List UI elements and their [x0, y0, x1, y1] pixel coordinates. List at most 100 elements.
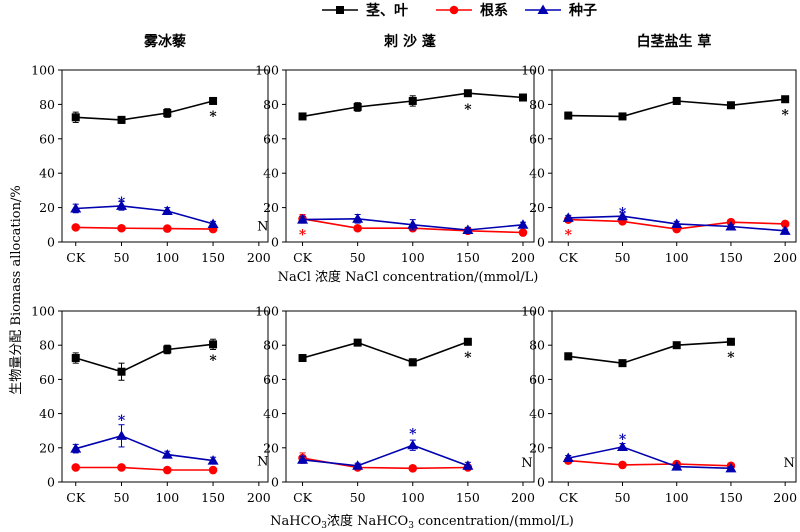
y-tick-label: 60: [39, 372, 55, 387]
series-line: [568, 341, 731, 365]
x-tick-label: 200: [773, 490, 797, 505]
data-point: [564, 352, 573, 361]
legend-entry-1: 茎、叶: [322, 2, 408, 19]
x-tick-label: 50: [114, 490, 130, 505]
x-tick-label: CK: [559, 250, 579, 265]
no-data-marker: N: [257, 220, 268, 235]
x-tick-label: 200: [247, 490, 271, 505]
significance-marker: *: [727, 350, 735, 366]
significance-marker: *: [619, 205, 627, 221]
xlabel-part-3: concentration/(mmol/L): [414, 514, 574, 529]
y-tick-label: 60: [263, 372, 279, 387]
data-point: [208, 465, 218, 475]
data-point: [618, 460, 627, 470]
data-point: [407, 439, 419, 450]
data-point: [353, 223, 362, 233]
series-line: [75, 466, 214, 471]
data-point: [298, 354, 307, 363]
y-tick-label: 100: [255, 63, 279, 78]
data-point: [408, 96, 417, 105]
panel-frame: [61, 69, 269, 243]
legend-label-2: 根系: [480, 2, 508, 19]
y-axis-label: 生物量分配 Biomass allocation/%: [9, 185, 24, 394]
x-tick-label: 200: [247, 250, 271, 265]
data-point: [618, 359, 627, 368]
data-point: [671, 461, 683, 471]
x-tick-label: CK: [559, 490, 579, 505]
x-tick-label: 50: [350, 250, 366, 265]
data-point: [117, 115, 126, 124]
x-tick-label: CK: [66, 250, 86, 265]
x-tick-label: 100: [155, 250, 179, 265]
y-tick-label: 20: [39, 440, 55, 455]
y-tick-label: 100: [255, 304, 279, 319]
legend-label-3: 种子: [568, 2, 597, 19]
data-point: [71, 354, 80, 363]
data-point: [161, 449, 173, 459]
y-tick-label: 40: [529, 166, 545, 181]
data-point: [71, 113, 80, 122]
x-tick-label: CK: [66, 490, 86, 505]
data-point: [163, 109, 172, 117]
y-tick-label: 40: [39, 406, 55, 421]
y-tick-label: 0: [271, 235, 279, 250]
significance-marker: *: [118, 195, 126, 211]
data-point: [672, 341, 681, 350]
data-point: [408, 358, 417, 367]
x-tick-label: 150: [719, 250, 743, 265]
x-tick-label: 200: [511, 490, 535, 505]
x-tick-label: 150: [201, 490, 225, 505]
data-point: [671, 218, 683, 228]
y-tick-label: 0: [47, 235, 55, 250]
data-point: [209, 96, 218, 105]
panel-title: 白茎盐生 草: [637, 33, 712, 50]
data-point: [407, 219, 419, 229]
y-tick-label: 80: [263, 338, 279, 353]
significance-marker: *: [464, 350, 472, 366]
legend-label-1: 茎、叶: [366, 2, 408, 19]
data-point: [70, 443, 82, 453]
series-2: [71, 463, 218, 475]
panel-4: 0 20 40 60 80 100 CK 50 100 150 200 * * N: [31, 304, 271, 506]
y-tick-label: 100: [521, 63, 545, 78]
panel-6: 0 20 40 60 80 100 CK 50 100 150 200 * * N: [521, 304, 797, 506]
y-tick-label: 60: [529, 131, 545, 146]
no-data-marker: N: [783, 456, 794, 471]
legend-marker-3: [537, 4, 549, 14]
panel-frame: [551, 310, 797, 483]
xlabel-part-2: 浓度 NaHCO: [327, 513, 408, 529]
series-3: [562, 441, 737, 473]
data-point: [353, 338, 362, 347]
x-tick-label: 100: [155, 490, 179, 505]
data-point: [352, 213, 364, 223]
no-data-marker: N: [521, 456, 532, 471]
data-point: [780, 219, 790, 229]
data-point: [71, 463, 81, 472]
y-tick-label: 100: [31, 63, 55, 78]
y-tick-label: 0: [537, 475, 545, 490]
data-point: [297, 214, 309, 224]
y-tick-label: 20: [39, 200, 55, 215]
data-point: [297, 454, 309, 464]
significance-marker: *: [464, 102, 472, 118]
series-line: [75, 434, 214, 462]
series-line: [302, 444, 469, 467]
panel-frame: [61, 310, 269, 483]
y-tick-label: 20: [529, 200, 545, 215]
xlabel-subscript-2: 3: [408, 521, 414, 531]
y-tick-label: 20: [263, 200, 279, 215]
significance-marker: *: [118, 413, 126, 429]
data-point: [725, 462, 737, 473]
series-3: [70, 200, 219, 228]
data-point: [672, 96, 681, 105]
y-tick-label: 80: [39, 97, 55, 112]
panel-3: 白茎盐生 草 0 20 40 60 80 100 CK 50 100 150 200 * * *: [521, 33, 797, 265]
x-tick-label: 200: [773, 250, 797, 265]
data-point: [117, 223, 126, 233]
legend-entry-2: 根系: [436, 2, 508, 19]
y-tick-label: 40: [263, 166, 279, 181]
significance-marker: *: [209, 109, 217, 125]
data-point: [298, 112, 307, 121]
series-2: [71, 223, 218, 234]
data-point: [517, 219, 529, 229]
